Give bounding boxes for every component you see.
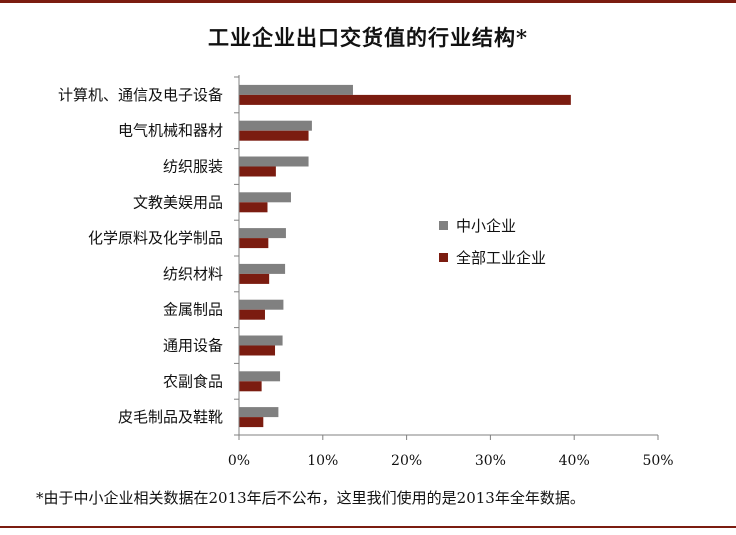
- bar-sme-5: [239, 263, 286, 274]
- bar-all-7: [239, 345, 276, 356]
- category-label-6: 金属制品: [163, 301, 223, 319]
- bar-sme-8: [239, 371, 281, 382]
- x-tick-label-1: 10%: [307, 453, 338, 469]
- category-label-2: 纺织服装: [163, 158, 223, 176]
- bar-all-4: [239, 238, 269, 249]
- category-label-8: 农副食品: [163, 372, 223, 390]
- category-label-5: 纺织材料: [163, 265, 223, 283]
- x-tick-label-2: 20%: [391, 453, 422, 469]
- x-tick-label-5: 50%: [642, 453, 673, 469]
- category-label-1: 电气机械和器材: [118, 122, 223, 140]
- category-label-3: 文教美娱用品: [133, 193, 223, 211]
- x-tick-label-0: 0%: [228, 453, 250, 469]
- bar-group: [239, 84, 571, 428]
- legend-swatch-0: [439, 221, 448, 230]
- bottom-rule: [0, 526, 736, 528]
- category-label-4: 化学原料及化学制品: [88, 229, 223, 247]
- category-labels: 计算机、通信及电子设备电气机械和器材纺织服装文教美娱用品化学原料及化学制品纺织材…: [58, 86, 223, 426]
- legend-label-1: 全部工业企业: [456, 249, 546, 267]
- x-axis: 0% 10% 20% 30% 40% 50%: [228, 75, 674, 469]
- legend-label-0: 中小企业: [456, 217, 516, 235]
- bar-all-0: [239, 94, 571, 105]
- bar-all-3: [239, 202, 268, 213]
- chart-title: 工业企业出口交货值的行业结构*: [208, 25, 528, 50]
- x-tick-label-3: 30%: [475, 453, 506, 469]
- category-label-0: 计算机、通信及电子设备: [58, 86, 223, 104]
- bar-all-9: [239, 417, 264, 428]
- bar-all-8: [239, 381, 262, 392]
- bar-sme-2: [239, 156, 309, 167]
- legend-swatch-1: [439, 253, 448, 262]
- footnote: *由于中小企业相关数据在2013年后不公布，这里我们使用的是2013年全年数据。: [36, 489, 585, 507]
- bar-sme-4: [239, 228, 286, 239]
- bar-sme-3: [239, 192, 291, 203]
- x-tick-label-4: 40%: [559, 453, 590, 469]
- bar-sme-9: [239, 407, 279, 418]
- bar-all-1: [239, 130, 309, 141]
- bar-all-5: [239, 273, 270, 284]
- category-label-7: 通用设备: [163, 337, 223, 355]
- bar-sme-1: [239, 120, 312, 131]
- bar-all-6: [239, 309, 265, 320]
- bar-sme-7: [239, 335, 283, 346]
- bar-sme-6: [239, 299, 284, 310]
- top-rule: [0, 0, 736, 3]
- bar-sme-0: [239, 84, 353, 95]
- bar-all-2: [239, 166, 276, 177]
- category-label-9: 皮毛制品及鞋靴: [118, 408, 223, 426]
